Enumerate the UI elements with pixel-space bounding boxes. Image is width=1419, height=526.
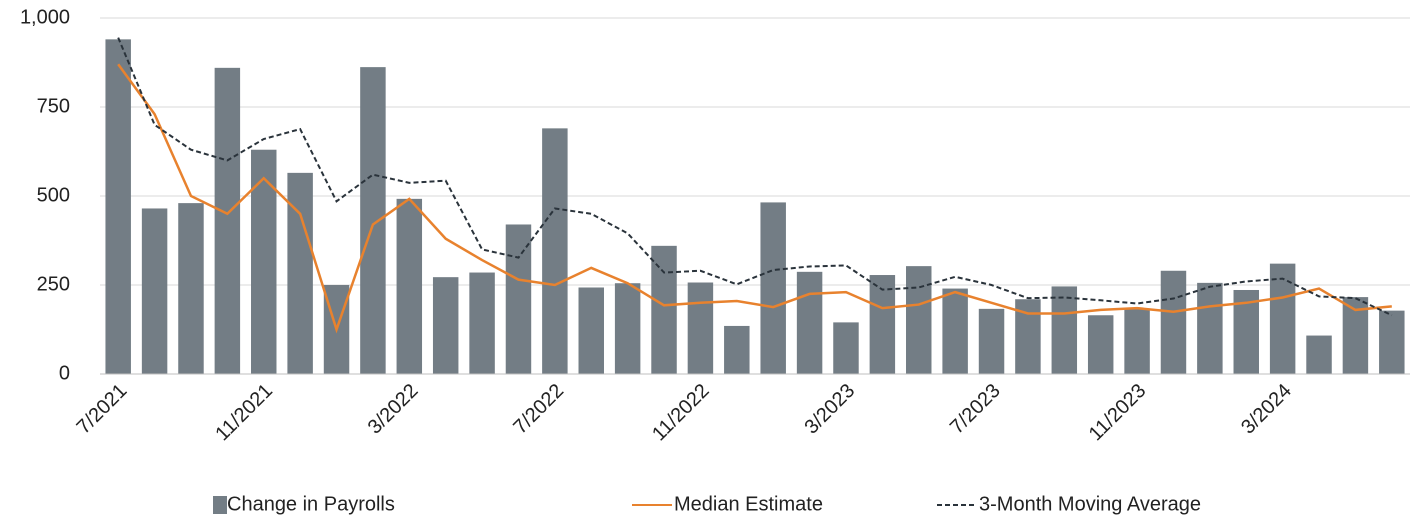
bar: [796, 271, 823, 374]
x-tick-label: 7/2023: [946, 380, 1005, 439]
bar: [1087, 315, 1114, 374]
bar: [724, 325, 750, 374]
bar: [614, 283, 641, 374]
bar: [105, 39, 131, 375]
bar: [287, 172, 313, 374]
bar: [1306, 335, 1332, 374]
bar: [833, 322, 859, 374]
bar: [1124, 309, 1150, 374]
legend-label: 3-Month Moving Average: [979, 493, 1201, 515]
bar: [505, 224, 532, 374]
bar: [251, 149, 277, 374]
bar: [469, 272, 495, 374]
x-tick-label: 7/2022: [509, 380, 568, 439]
x-tick-label: 11/2022: [648, 380, 714, 446]
x-tick-label: 11/2023: [1085, 380, 1151, 446]
bar: [141, 208, 168, 374]
y-tick-label: 500: [37, 184, 70, 206]
y-tick-label: 0: [59, 362, 70, 384]
legend-label: Change in Payrolls: [227, 493, 395, 515]
bar: [1160, 270, 1187, 374]
bar: [1379, 310, 1405, 374]
y-tick-label: 750: [37, 95, 70, 117]
bar: [396, 198, 423, 374]
bar: [214, 67, 241, 374]
legend-label: Median Estimate: [674, 493, 823, 515]
x-tick-label: 3/2024: [1237, 380, 1296, 439]
bar: [542, 128, 568, 374]
bar: [906, 266, 932, 374]
x-tick-label: 11/2021: [211, 380, 277, 446]
bar: [942, 288, 968, 374]
x-tick-label: 3/2022: [364, 380, 423, 439]
bar: [760, 202, 786, 374]
dashed-line: [117, 37, 1393, 317]
bar: [578, 287, 604, 374]
bar: [360, 67, 386, 375]
bar: [1051, 286, 1078, 374]
legend-swatch: [213, 496, 227, 514]
bar: [178, 203, 204, 374]
y-tick-label: 1,000: [20, 6, 70, 28]
line: [117, 63, 1392, 334]
y-tick-label: 250: [37, 273, 70, 295]
bar: [1197, 282, 1223, 374]
bar: [869, 275, 896, 374]
bar: [651, 245, 677, 374]
x-tick-label: 3/2023: [800, 380, 859, 439]
bar: [978, 308, 1005, 374]
x-tick-label: 7/2021: [73, 380, 132, 439]
bar: [687, 282, 714, 374]
bar: [432, 277, 459, 374]
